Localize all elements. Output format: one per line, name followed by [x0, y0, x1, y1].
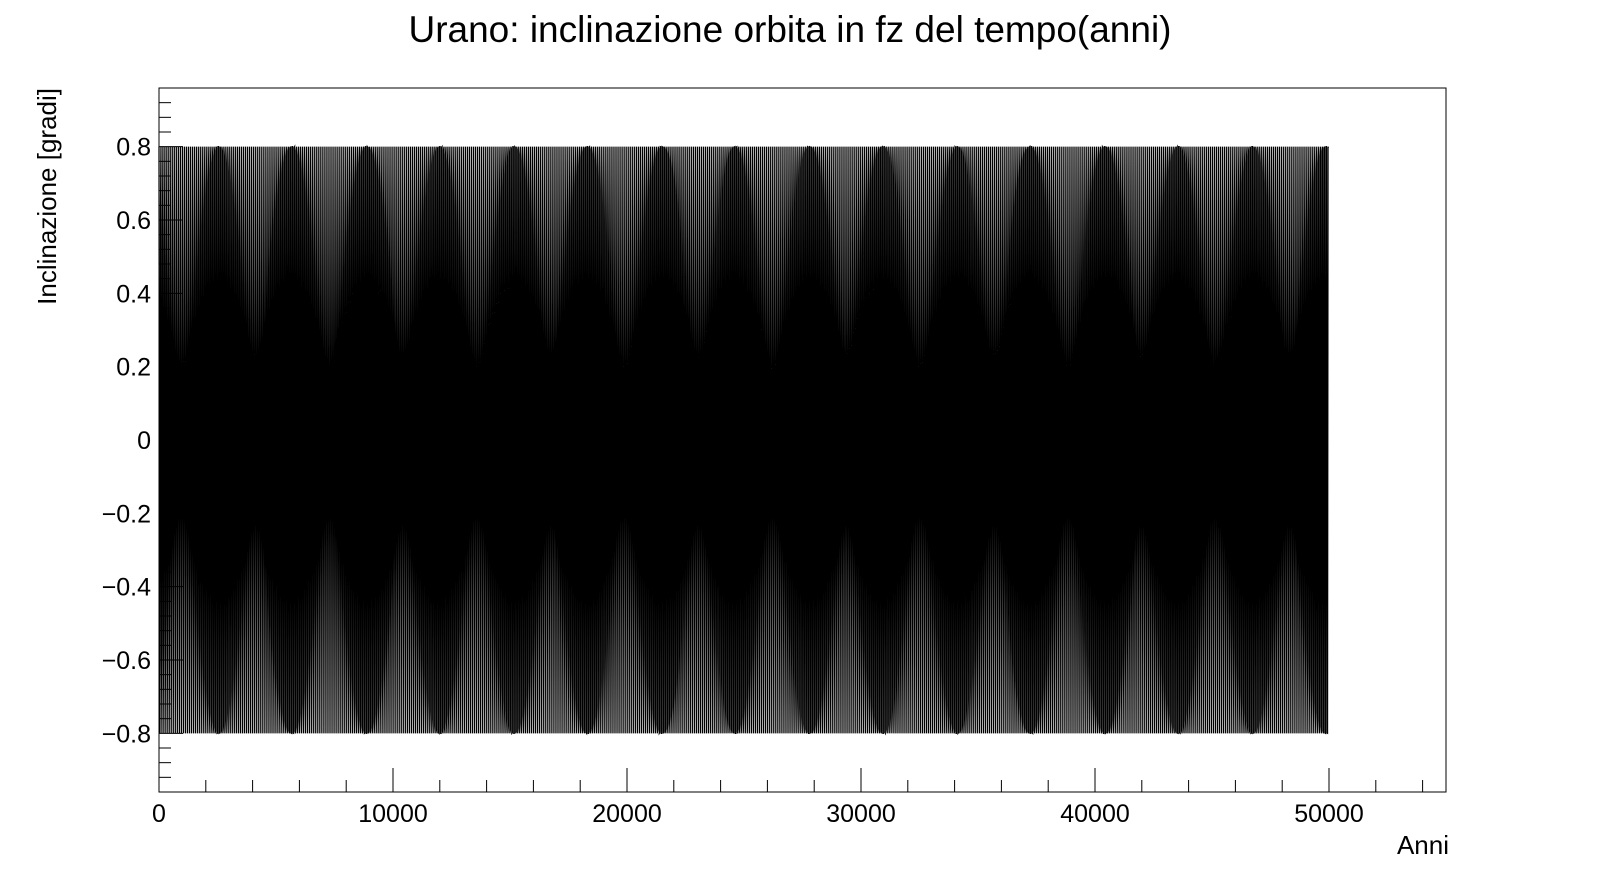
x-tick-label: 30000: [826, 800, 896, 828]
y-tick-label: −0.2: [102, 500, 151, 528]
x-axis: 0 10000 20000 30000 40000 50000: [152, 768, 1424, 828]
y-axis: 0.8 0.6 0.4 0.2 0 −0.2 −0.4 −0.6 −0.8: [102, 87, 183, 793]
x-tick-label: 50000: [1294, 800, 1364, 828]
y-tick-label: −0.8: [102, 720, 151, 748]
chart-title: Urano: inclinazione orbita in fz del tem…: [408, 9, 1171, 50]
series-group: [158, 144, 1330, 736]
x-tick-label: 0: [152, 800, 166, 828]
x-tick-label: 20000: [592, 800, 662, 828]
y-tick-label: 0: [137, 427, 151, 455]
series-line-0: [158, 144, 1330, 736]
x-axis-label: Anni: [1397, 830, 1449, 860]
x-tick-label: 40000: [1060, 800, 1130, 828]
y-axis-label: Inclinazione [gradi]: [32, 88, 62, 305]
x-tick-label: 10000: [358, 800, 428, 828]
y-tick-label: −0.6: [102, 647, 151, 675]
y-tick-label: 0.8: [116, 134, 151, 162]
y-tick-label: 0.4: [116, 280, 151, 308]
plot-area: [158, 87, 1447, 793]
y-tick-label: 0.6: [116, 207, 151, 235]
y-tick-label: 0.2: [116, 354, 151, 382]
y-tick-label: −0.4: [102, 574, 151, 602]
